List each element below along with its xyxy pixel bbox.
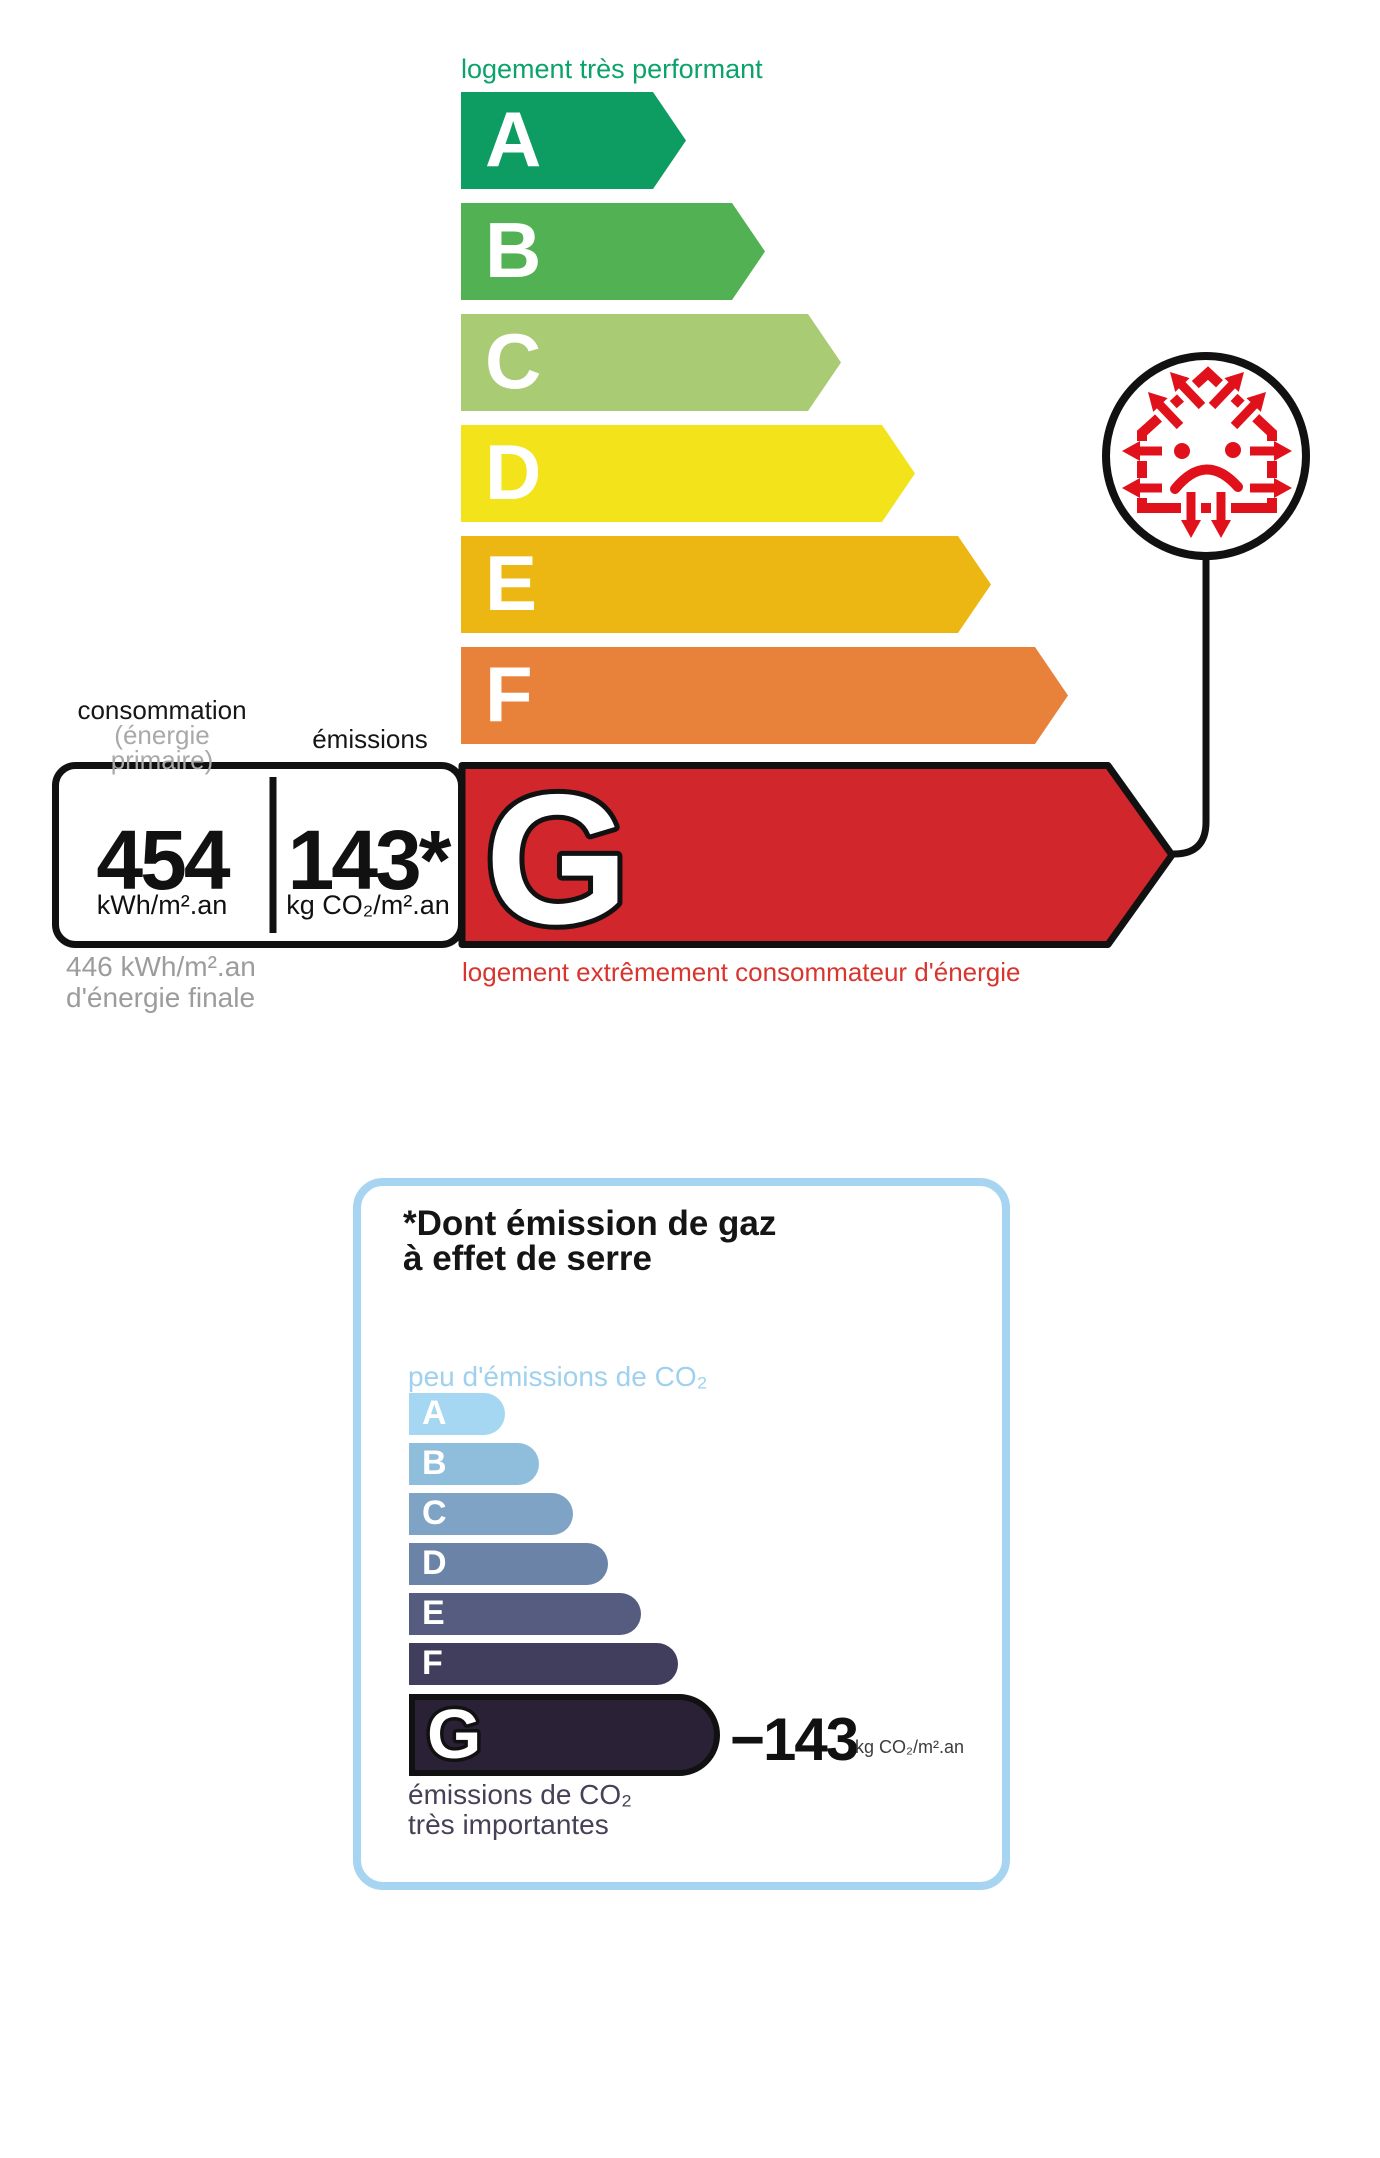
co2-class-letter: D (422, 1544, 447, 1582)
co2-high-line1: émissions de CO₂ (408, 1779, 633, 1810)
co2-class-letter: F (422, 1644, 443, 1682)
epc-class-letter: F (485, 649, 533, 738)
co2-class-G-bar: G (409, 1694, 720, 1776)
emissions-value: 143* (288, 813, 452, 907)
emissions-label: émissions (312, 724, 428, 754)
epc-class-letter: B (485, 205, 542, 294)
svg-text:G: G (427, 1696, 481, 1773)
primary-energy-value: 454 (96, 813, 230, 907)
co2-class-B-bar: B (409, 1443, 539, 1485)
final-energy-line1: 446 kWh/m².an (66, 951, 256, 982)
co2-g-letter: G (425, 1696, 485, 1774)
co2-class-letter: A (422, 1394, 447, 1432)
consumption-box (52, 762, 465, 948)
co2-panel: *Dont émission de gaz à effet de serre p… (353, 1178, 1010, 1890)
sad-house-icon (1102, 352, 1310, 560)
consumption-label-line2: (énergie primaire) (110, 720, 214, 775)
epc-class-letter: D (485, 427, 542, 516)
emissions-unit: kg CO₂/m².an (286, 890, 450, 920)
epc-class-letter: A (485, 94, 542, 183)
primary-energy-unit: kWh/m².an (97, 890, 228, 920)
epc-class-A-arrow: A (461, 92, 686, 189)
top-performance-label: logement très performant (461, 54, 763, 84)
co2-high-label: émissions de CO₂ très importantes (408, 1780, 632, 1840)
epc-class-F-arrow: F (461, 647, 1068, 744)
co2-class-C-bar: C (409, 1493, 573, 1535)
co2-class-letter: B (422, 1444, 447, 1482)
co2-high-line2: très importantes (408, 1809, 609, 1840)
epc-class-B-arrow: B (461, 203, 765, 300)
co2-class-A-bar: A (409, 1393, 505, 1435)
co2-class-E-bar: E (409, 1593, 641, 1635)
bottom-performance-label: logement extrêmement consommateur d'éner… (462, 957, 1021, 987)
consumption-label: consommation (énergie primaire) (62, 695, 262, 775)
final-energy-note: 446 kWh/m².an d'énergie finale (66, 951, 256, 1013)
co2-class-letter: E (422, 1594, 445, 1632)
co2-title-line1: *Dont émission de gaz (403, 1204, 777, 1243)
epc-class-C-arrow: C (461, 314, 841, 411)
epc-class-E-arrow: E (461, 536, 991, 633)
co2-class-letter: C (422, 1494, 447, 1532)
consumption-label-line1: consommation (77, 695, 247, 725)
co2-title-line2: à effet de serre (403, 1239, 653, 1278)
epc-class-letter: E (485, 538, 538, 627)
g-class-arrow-group: 454 kWh/m².an 143* kg CO₂/m².an G (52, 755, 1176, 955)
co2-class-D-bar: D (409, 1543, 608, 1585)
co2-class-F-bar: F (409, 1643, 678, 1685)
co2-panel-title: *Dont émission de gaz à effet de serre (403, 1206, 776, 1276)
co2-value-unit: kg CO₂/m².an (855, 1737, 965, 1757)
epc-class-D-arrow: D (461, 425, 915, 522)
g-class-letter: G (485, 757, 629, 955)
connector-line (1168, 554, 1210, 858)
co2-value: −143 (730, 1706, 859, 1773)
final-energy-line2: d'énergie finale (66, 982, 256, 1013)
epc-class-letter: C (485, 316, 542, 405)
co2-low-label: peu d'émissions de CO₂ (408, 1361, 708, 1392)
